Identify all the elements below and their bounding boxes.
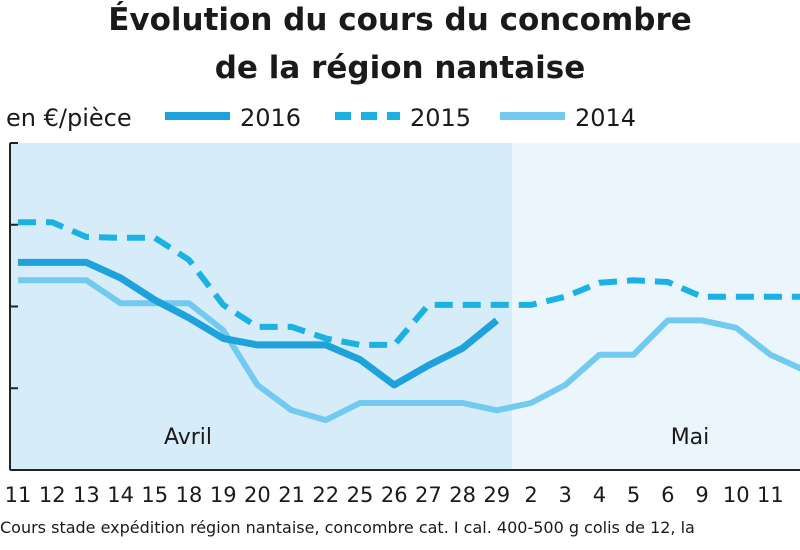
x-tick-label: 22 <box>312 483 339 507</box>
series-line <box>18 277 800 424</box>
x-tick-label: 13 <box>73 483 100 507</box>
x-tick-label: 5 <box>627 483 640 507</box>
x-tick-label: 29 <box>483 483 510 507</box>
x-tick-label: 25 <box>347 483 374 507</box>
x-tick-label: 11 <box>757 483 784 507</box>
period-label: Mai <box>671 425 710 450</box>
x-tick-label: 12 <box>39 483 66 507</box>
x-tick-label: 14 <box>107 483 134 507</box>
x-tick-label: 3 <box>559 483 572 507</box>
y-axis-label: en €/pièce <box>6 104 132 132</box>
x-tick-label: 10 <box>723 483 750 507</box>
x-tick-label: 19 <box>210 483 237 507</box>
x-tick-label: 4 <box>593 483 606 507</box>
legend-label: 2016 <box>240 104 301 132</box>
period-label: Avril <box>164 425 212 450</box>
x-tick-label: 26 <box>381 483 408 507</box>
period-band <box>10 143 512 470</box>
x-tick-label: 20 <box>244 483 271 507</box>
x-tick-label: 21 <box>278 483 305 507</box>
legend-label: 2014 <box>575 104 636 132</box>
x-tick-label: 11 <box>5 483 32 507</box>
x-tick-label: 2 <box>524 483 537 507</box>
x-tick-label: 9 <box>695 483 708 507</box>
chart-title: Évolution du cours du concombre <box>108 2 692 38</box>
x-tick-label: 28 <box>449 483 476 507</box>
chart-title: de la région nantaise <box>215 50 586 86</box>
footnote: Cours stade expédition région nantaise, … <box>0 518 695 537</box>
period-band <box>512 143 800 470</box>
x-tick-label: 1 <box>798 483 800 507</box>
x-tick-label: 6 <box>661 483 674 507</box>
x-tick-label: 15 <box>141 483 168 507</box>
legend-label: 2015 <box>410 104 471 132</box>
x-tick-label: 27 <box>415 483 442 507</box>
x-tick-label: 18 <box>176 483 203 507</box>
series-line <box>18 258 500 389</box>
